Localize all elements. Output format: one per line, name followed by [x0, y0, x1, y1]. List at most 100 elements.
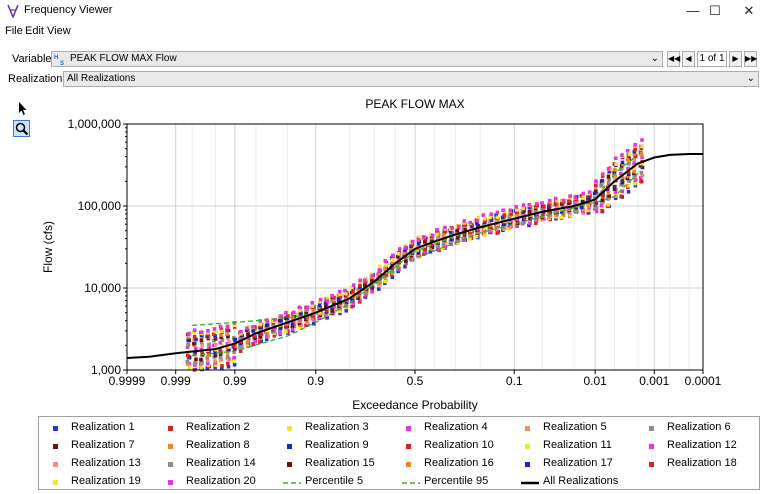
realization-point: [482, 219, 487, 223]
zoom-tool-button[interactable]: [13, 120, 30, 137]
realization-point: [626, 190, 631, 194]
realization-point: [377, 271, 381, 276]
maximize-button[interactable]: ☐: [709, 3, 721, 18]
realization-point: [304, 323, 308, 328]
legend-label: Realization 12: [667, 439, 737, 451]
prev-page-button[interactable]: ◀: [682, 51, 695, 67]
realization-point: [594, 201, 599, 205]
realization-point: [185, 345, 190, 350]
realization-point: [541, 212, 545, 217]
realization-point: [494, 213, 498, 217]
realization-point: [213, 365, 218, 370]
legend-label: Realization 4: [424, 421, 488, 433]
realization-point: [364, 291, 369, 295]
realization-point: [395, 264, 400, 269]
realization-point: [428, 245, 433, 249]
realization-point: [555, 202, 560, 207]
realization-point: [613, 190, 618, 195]
realization-point: [540, 206, 544, 211]
realization-point: [606, 191, 611, 196]
realization-point: [613, 168, 617, 172]
realization-point: [284, 310, 288, 315]
realization-point: [632, 152, 637, 157]
realization-point: [527, 210, 532, 214]
realization-point: [199, 330, 204, 335]
menu-view[interactable]: View: [47, 25, 71, 37]
realization-point: [580, 199, 585, 204]
variable-label: Variable:: [12, 53, 55, 65]
svg-text:S: S: [60, 61, 64, 66]
pointer-tool-button[interactable]: [13, 100, 30, 117]
realization-point: [527, 223, 531, 228]
realization-point: [606, 203, 611, 207]
realization-point: [343, 291, 348, 296]
realization-point: [225, 324, 230, 329]
realization-point: [199, 333, 204, 338]
realization-point: [338, 309, 342, 314]
realization-point: [430, 238, 434, 242]
zoom-tool-icon: [15, 122, 29, 136]
realization-point: [443, 229, 448, 233]
next-page-button[interactable]: ▶: [729, 51, 742, 67]
realization-point: [408, 257, 413, 261]
realization-point: [193, 346, 198, 351]
realization-point: [358, 278, 363, 283]
realization-point: [219, 327, 224, 332]
realization-point: [638, 175, 643, 180]
realization-point: [574, 208, 579, 212]
realization-point: [638, 163, 643, 168]
first-page-button[interactable]: ◀◀: [667, 51, 680, 67]
legend-label: Realization 15: [305, 457, 375, 469]
realization-point: [443, 244, 448, 249]
realization-point: [187, 331, 191, 336]
realization-point: [462, 221, 466, 225]
realization-point: [232, 355, 236, 360]
menu-file[interactable]: File: [5, 25, 23, 37]
close-button[interactable]: ✕: [743, 3, 755, 18]
realization-point: [304, 311, 308, 316]
realization-point: [632, 171, 636, 176]
realization-point: [358, 300, 362, 304]
realization-point: [364, 276, 369, 281]
realization-point: [410, 242, 415, 247]
realization-point: [422, 239, 427, 244]
realization-point: [561, 210, 566, 215]
realization-point: [225, 332, 229, 336]
realization-point: [594, 183, 598, 187]
x-tick-label: 0.001: [639, 374, 669, 388]
last-page-button[interactable]: ▶▶: [744, 51, 757, 67]
realization-point: [225, 354, 230, 359]
realization-point: [403, 264, 407, 269]
realization-point: [206, 332, 210, 337]
realization-point: [409, 246, 413, 251]
realization-point: [429, 247, 434, 251]
realization-point: [626, 174, 630, 179]
realization-point: [520, 221, 525, 226]
realization-point: [356, 296, 360, 300]
realization-select[interactable]: All Realizations ⌄: [63, 71, 759, 87]
x-tick-label: 0.999: [161, 374, 191, 388]
realization-point: [627, 152, 632, 157]
realization-point: [185, 353, 190, 358]
realization-point: [501, 222, 506, 227]
realization-point: [481, 213, 486, 217]
menu-edit[interactable]: Edit: [25, 25, 44, 37]
realization-point: [258, 322, 263, 327]
realization-point: [193, 350, 197, 355]
realization-point: [206, 328, 210, 333]
legend-label: Percentile 5: [305, 475, 364, 487]
realization-point: [238, 344, 242, 349]
realization-point: [455, 228, 460, 233]
realization-point: [199, 340, 204, 344]
realization-point: [363, 283, 367, 288]
realization-point: [592, 191, 597, 196]
realization-point: [620, 162, 625, 167]
realization-point: [600, 208, 604, 213]
legend-marker: [287, 462, 292, 467]
realization-point: [605, 187, 610, 192]
minimize-button[interactable]: —: [686, 3, 700, 18]
realization-point: [251, 329, 255, 333]
variable-select[interactable]: H S PEAK FLOW MAX Flow ⌄: [51, 51, 663, 67]
realization-point: [593, 195, 597, 200]
x-axis-label: Exceedance Probability: [352, 398, 477, 412]
